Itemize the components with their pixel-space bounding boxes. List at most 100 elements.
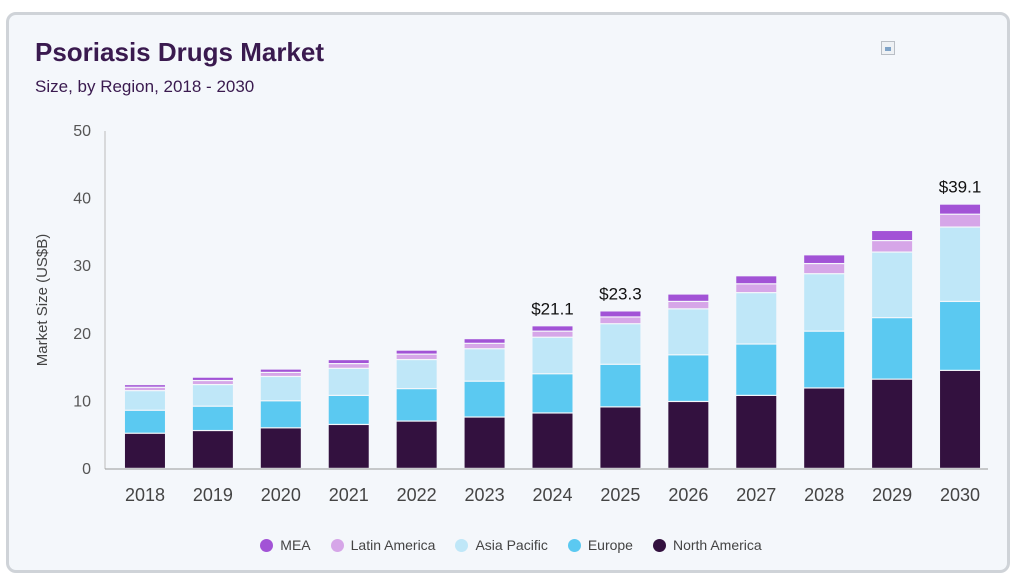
bar-segment-mea bbox=[736, 276, 777, 284]
x-tick-label: 2029 bbox=[872, 485, 912, 505]
bar-segment-europe bbox=[396, 389, 437, 421]
bar-segment-latin-america bbox=[124, 387, 165, 391]
x-tick-label: 2026 bbox=[668, 485, 708, 505]
bar-segment-north-america bbox=[804, 388, 845, 468]
bar-segment-europe bbox=[600, 364, 641, 407]
chart-legend: MEA Latin America Asia Pacific Europe North … bbox=[9, 537, 1013, 553]
bar-segment-mea bbox=[532, 326, 573, 331]
x-tick-label: 2030 bbox=[940, 485, 980, 505]
bar-segment-europe bbox=[260, 401, 301, 428]
y-tick-label: 20 bbox=[73, 326, 91, 343]
bar-segment-asia-pacific bbox=[464, 349, 505, 381]
bar-segment-europe bbox=[124, 410, 165, 433]
bar-segment-europe bbox=[872, 318, 913, 379]
y-tick-label: 50 bbox=[73, 123, 91, 140]
bar-segment-latin-america bbox=[600, 317, 641, 324]
legend-item-europe[interactable]: Europe bbox=[567, 537, 633, 553]
y-tick-label: 40 bbox=[73, 191, 91, 208]
data-label: $23.3 bbox=[599, 284, 642, 303]
bar-segment-mea bbox=[600, 311, 641, 317]
bar-segment-europe bbox=[192, 406, 233, 430]
bar-segment-north-america bbox=[260, 428, 301, 468]
bar-segment-mea bbox=[872, 231, 913, 240]
bar-segment-europe bbox=[804, 331, 845, 388]
broken-image-icon bbox=[881, 41, 895, 55]
x-tick-label: 2022 bbox=[397, 485, 437, 505]
bar-segment-asia-pacific bbox=[192, 385, 233, 406]
bar-segment-latin-america bbox=[804, 264, 845, 274]
bar-segment-north-america bbox=[736, 395, 777, 468]
bar-segment-asia-pacific bbox=[600, 324, 641, 364]
bar-segment-mea bbox=[940, 204, 981, 214]
bar-segment-north-america bbox=[532, 413, 573, 468]
legend-swatch bbox=[330, 538, 344, 552]
bar-segment-asia-pacific bbox=[124, 391, 165, 410]
bar-segment-asia-pacific bbox=[872, 252, 913, 318]
bar-segment-north-america bbox=[872, 379, 913, 468]
bar-segment-latin-america bbox=[668, 302, 709, 309]
bar-segment-asia-pacific bbox=[532, 337, 573, 374]
chart-card: Psoriasis Drugs Market Size, by Region, … bbox=[6, 12, 1010, 573]
legend-label: Europe bbox=[587, 537, 633, 553]
bar-segment-north-america bbox=[600, 407, 641, 468]
y-tick-label: 10 bbox=[73, 393, 91, 410]
bar-segment-mea bbox=[260, 369, 301, 372]
bar-segment-latin-america bbox=[736, 284, 777, 293]
legend-item-mea[interactable]: MEA bbox=[260, 537, 311, 553]
bar-segment-asia-pacific bbox=[668, 309, 709, 355]
x-tick-label: 2019 bbox=[193, 485, 233, 505]
bar-segment-europe bbox=[940, 302, 981, 370]
legend-item-latin-america[interactable]: Latin America bbox=[330, 537, 436, 553]
bar-segment-asia-pacific bbox=[940, 227, 981, 301]
data-label: $39.1 bbox=[939, 178, 982, 197]
chart-subtitle: Size, by Region, 2018 - 2030 bbox=[35, 77, 255, 96]
bar-segment-asia-pacific bbox=[396, 360, 437, 389]
bar-segment-mea bbox=[124, 385, 165, 387]
bar-segment-europe bbox=[736, 344, 777, 395]
bar-segment-europe bbox=[328, 395, 369, 424]
y-tick-label: 0 bbox=[82, 461, 91, 478]
bar-segment-north-america bbox=[328, 425, 369, 468]
bar-segment-asia-pacific bbox=[328, 368, 369, 395]
bar-segment-latin-america bbox=[532, 331, 573, 337]
legend-swatch bbox=[455, 538, 469, 552]
x-tick-label: 2023 bbox=[465, 485, 505, 505]
legend-swatch bbox=[260, 538, 274, 552]
legend-label: MEA bbox=[280, 537, 311, 553]
bar-segment-asia-pacific bbox=[804, 274, 845, 331]
data-label: $21.1 bbox=[531, 299, 574, 318]
legend-item-asia-pacific[interactable]: Asia Pacific bbox=[455, 537, 548, 553]
bar-segment-north-america bbox=[124, 433, 165, 468]
x-tick-label: 2021 bbox=[329, 485, 369, 505]
bar-segment-mea bbox=[464, 339, 505, 343]
legend-label: Asia Pacific bbox=[475, 537, 548, 553]
bar-segment-latin-america bbox=[192, 381, 233, 384]
bar-segment-north-america bbox=[464, 417, 505, 468]
y-axis-label: Market Size (US$B) bbox=[34, 234, 51, 367]
legend-item-north-america[interactable]: North America bbox=[652, 537, 762, 553]
bar-segment-latin-america bbox=[396, 354, 437, 359]
bar-segment-mea bbox=[804, 255, 845, 263]
bar-segment-asia-pacific bbox=[260, 377, 301, 401]
bar-segment-asia-pacific bbox=[736, 293, 777, 344]
chart-title: Psoriasis Drugs Market bbox=[35, 37, 325, 67]
x-tick-label: 2025 bbox=[600, 485, 640, 505]
bar-segment-mea bbox=[668, 294, 709, 301]
x-tick-label: 2018 bbox=[125, 485, 165, 505]
x-tick-label: 2024 bbox=[532, 485, 572, 505]
bar-segment-latin-america bbox=[328, 364, 369, 368]
bar-segment-latin-america bbox=[940, 214, 981, 227]
bar-segment-europe bbox=[532, 374, 573, 413]
bar-segment-latin-america bbox=[464, 343, 505, 349]
bar-segment-north-america bbox=[940, 370, 981, 468]
bar-segment-north-america bbox=[192, 431, 233, 468]
bar-segment-europe bbox=[464, 381, 505, 417]
bar-segment-north-america bbox=[396, 421, 437, 468]
bar-segment-north-america bbox=[668, 402, 709, 468]
x-tick-label: 2020 bbox=[261, 485, 301, 505]
bar-segment-mea bbox=[328, 360, 369, 364]
legend-label: Latin America bbox=[350, 537, 436, 553]
bar-segment-europe bbox=[668, 355, 709, 401]
bar-segment-latin-america bbox=[260, 373, 301, 376]
